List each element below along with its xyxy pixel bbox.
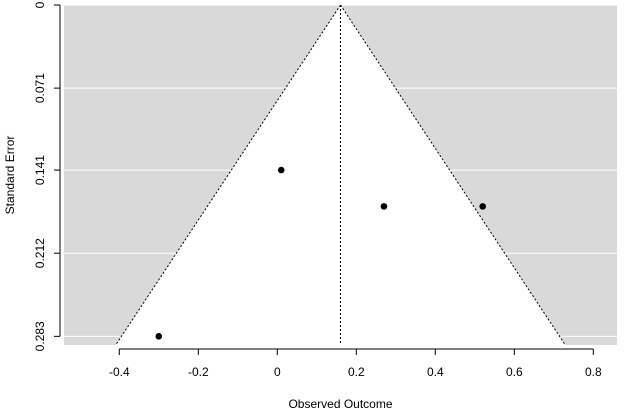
axes: -0.4 -0.2 0 0.2 0.4 0.6 0.8 0 0.071 0.141 0.212 0.2… (33, 1, 602, 379)
x-tick-label-3: 0.2 (348, 365, 365, 379)
data-point-1 (380, 203, 388, 210)
data-point-3 (155, 333, 163, 340)
data-point-2 (479, 203, 487, 210)
y-tick-label-2: 0.141 (33, 155, 47, 185)
x-tick-label-6: 0.8 (585, 365, 602, 379)
x-tick-label-2: 0 (274, 365, 281, 379)
plot-area (64, 5, 617, 345)
y-tick-label-1: 0.071 (33, 73, 47, 103)
y-tick-label-0: 0 (33, 1, 47, 8)
x-tick-label-5: 0.6 (506, 365, 523, 379)
x-tick-label-4: 0.4 (427, 365, 444, 379)
plot-content (64, 5, 617, 345)
x-axis-title: Observed Outcome (288, 397, 392, 411)
y-tick-label-3: 0.212 (33, 238, 47, 268)
x-tick-label-1: -0.2 (188, 365, 209, 379)
data-point-0 (277, 166, 285, 174)
x-tick-label-0: -0.4 (109, 365, 130, 379)
y-tick-label-4: 0.283 (33, 321, 47, 351)
y-axis-title: Standard Error (3, 136, 17, 215)
